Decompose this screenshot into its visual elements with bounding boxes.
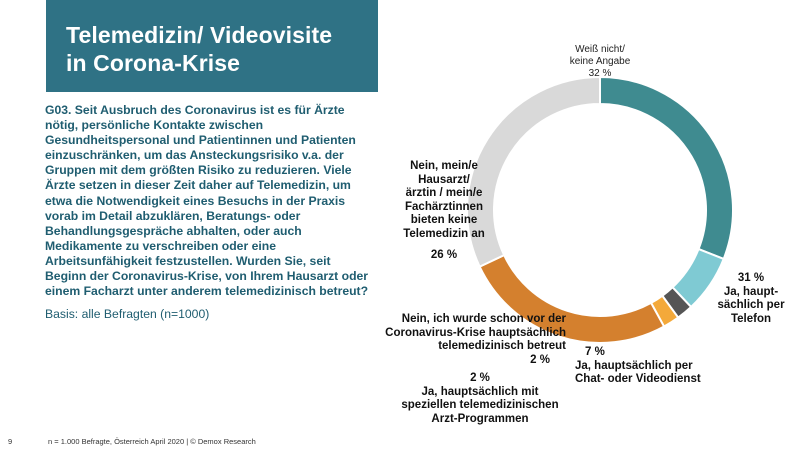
label-chat-video-value: 7 %: [585, 346, 605, 358]
page-number: 9: [8, 437, 13, 446]
label-chat-video-line-2: Chat- oder Videodienst: [575, 373, 701, 385]
label-chat-video: 7 % Ja, hauptsächlich per Chat- oder Vid…: [575, 346, 725, 387]
label-vor-corona-value: 2 %: [530, 353, 550, 366]
label-keine-telemedizin-line-3: ärztin / mein/e: [405, 187, 483, 199]
label-weiss-nicht-line-2: keine Angabe: [569, 56, 631, 67]
title-box: Telemedizin/ Videovisite in Corona-Krise: [46, 0, 378, 92]
question-text: G03. Seit Ausbruch des Coronavirus ist e…: [45, 103, 369, 299]
label-vor-corona-line-2: Coronavirus-Krise hauptsächlich: [385, 326, 566, 339]
label-chat-video-line-1: Ja, hauptsächlich per: [575, 359, 693, 372]
label-telefon-line-3: Telefon: [730, 312, 772, 325]
label-keine-telemedizin-line-4: Fachärztinnen: [405, 200, 483, 213]
label-keine-telemedizin: Nein, mein/e Hausarzt/ ärztin / mein/e F…: [388, 160, 500, 263]
label-telefon-line-2: sächlich per: [717, 299, 785, 311]
basis-text: Basis: alle Befragten (n=1000): [45, 307, 210, 321]
label-arzt-programme-line-3: Arzt-Programmen: [431, 412, 529, 425]
label-keine-telemedizin-value: 26 %: [430, 249, 458, 261]
label-telefon: 31 % Ja, haupt- sächlich per Telefon: [702, 272, 800, 326]
label-arzt-programme-line-1: Ja, hauptsächlich mit: [421, 385, 539, 398]
label-vor-corona-line-1: Nein, ich wurde schon vor der: [401, 313, 566, 325]
slice-telefon: [599, 75, 734, 261]
label-vor-corona: Nein, ich wurde schon vor der Coronaviru…: [336, 313, 566, 367]
label-keine-telemedizin-line-5: bieten keine: [410, 214, 478, 226]
label-keine-telemedizin-line-2: Hausarzt/: [418, 173, 470, 186]
label-weiss-nicht: Weiß nicht/ keine Angabe 32 %: [540, 44, 660, 80]
footer-source: n = 1.000 Befragte, Österreich April 202…: [48, 437, 256, 446]
label-keine-telemedizin-line-1: Nein, mein/e: [410, 160, 478, 172]
slide-title-line-2: in Corona-Krise: [66, 50, 241, 76]
label-arzt-programme-line-2: speziellen telemedizinischen: [401, 399, 559, 411]
label-weiss-nicht-line-1: Weiß nicht/: [575, 44, 625, 55]
slice-weiss-nicht: [466, 75, 601, 268]
label-arzt-programme-value: 2 %: [470, 372, 490, 384]
slide-title-line-1: Telemedizin/ Videovisite: [66, 22, 333, 48]
label-vor-corona-line-3: telemedizinisch betreut: [438, 340, 566, 352]
label-weiss-nicht-value: 32 %: [588, 68, 612, 79]
label-keine-telemedizin-line-6: Telemedizin an: [403, 227, 485, 240]
label-arzt-programme: 2 % Ja, hauptsächlich mit speziellen tel…: [395, 372, 565, 426]
label-telefon-line-1: Ja, haupt-: [723, 285, 779, 298]
label-telefon-value: 31 %: [737, 272, 765, 284]
